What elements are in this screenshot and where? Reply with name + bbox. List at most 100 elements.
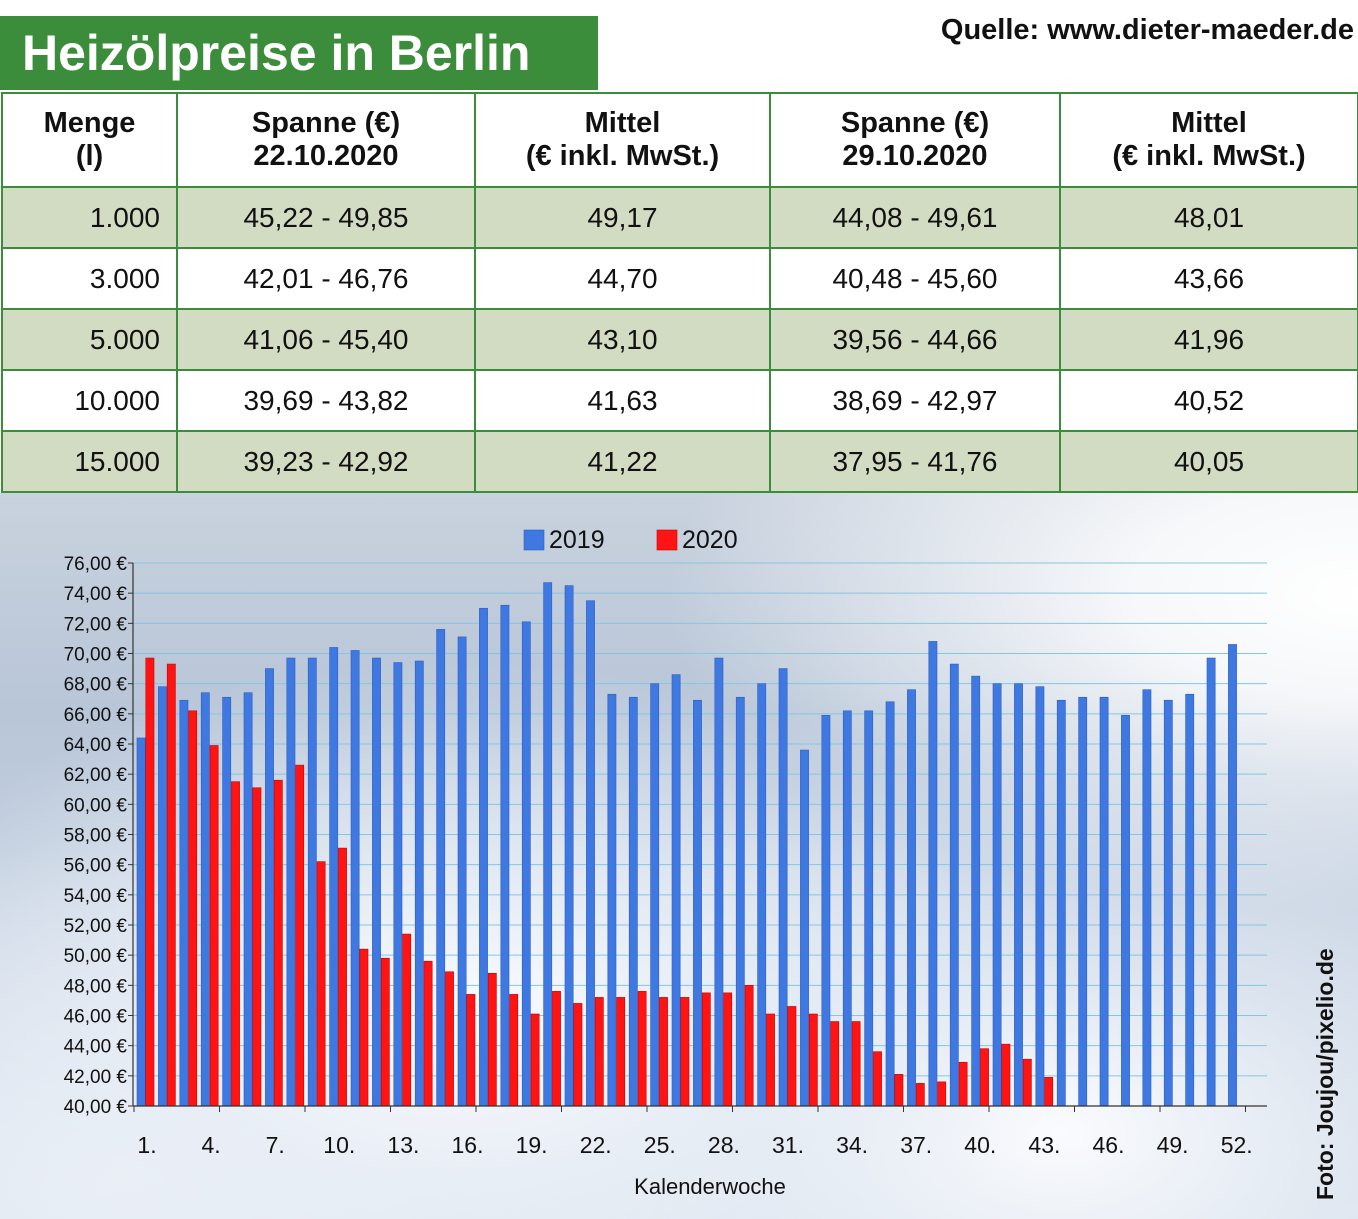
x-tick-label: 25. [644, 1132, 676, 1158]
bar-2020 [787, 1006, 797, 1107]
bar-2020 [808, 1013, 818, 1107]
y-tick-label: 48,00 € [64, 976, 128, 997]
y-tick-label: 66,00 € [64, 705, 128, 726]
y-tick-label: 44,00 € [64, 1037, 128, 1058]
x-tick-label: 46. [1093, 1132, 1125, 1158]
bar-2019 [222, 696, 232, 1107]
bar-2019 [1142, 689, 1152, 1107]
x-tick-label: 31. [772, 1132, 804, 1158]
bar-2019 [136, 737, 146, 1107]
bar-2020 [530, 1013, 540, 1107]
bar-2020 [1001, 1043, 1011, 1107]
y-tick-label: 42,00 € [64, 1067, 128, 1088]
bar-2020 [145, 657, 155, 1107]
bar-2020 [338, 847, 347, 1107]
cell-spanne-22: 45,22 - 49,85 [176, 186, 476, 249]
x-axis-title: Kalenderwoche [634, 1174, 786, 1199]
x-tick-label: 52. [1221, 1132, 1253, 1158]
bar-2020 [594, 997, 604, 1107]
y-tick-label: 76,00 € [64, 554, 128, 575]
bar-2020 [445, 971, 454, 1107]
bar-2019 [457, 636, 467, 1107]
x-tick-label: 19. [516, 1132, 548, 1158]
source-credit: Quelle: www.dieter-maeder.de [940, 14, 1354, 46]
bar-2020 [701, 992, 711, 1107]
bar-2020 [380, 957, 390, 1107]
x-tick-label: 43. [1028, 1132, 1060, 1158]
table-row: 5.000 41,06 - 45,40 43,10 39,56 - 44,66 … [1, 308, 1358, 371]
bar-2019 [1035, 686, 1045, 1107]
bar-2020 [937, 1081, 947, 1107]
table-row: 3.000 42,01 - 46,76 44,70 40,48 - 45,60 … [1, 247, 1358, 310]
x-tick-label: 37. [900, 1132, 932, 1158]
x-tick-label: 10. [323, 1132, 355, 1158]
x-tick-label: 34. [836, 1132, 868, 1158]
bar-2019 [1099, 696, 1109, 1107]
bar-2020 [231, 781, 240, 1107]
cell-menge: 15.000 [1, 430, 178, 493]
cell-mittel-22: 44,70 [474, 247, 771, 310]
y-tick-label: 40,00 € [64, 1097, 128, 1118]
bar-2020 [659, 997, 668, 1107]
y-tick-label: 60,00 € [64, 795, 128, 816]
legend-swatch-2019 [523, 529, 545, 551]
x-tick-label: 28. [708, 1132, 740, 1158]
bar-2020 [873, 1051, 882, 1107]
x-tick-label: 40. [964, 1132, 996, 1158]
header-line: (l) [75, 140, 104, 172]
bar-2019 [393, 662, 403, 1107]
chart-background: 40,00 € 42,00 € 44,00 € 46,00 € 48,00 € 50,00… [0, 493, 1358, 1219]
cell-mittel-22: 41,22 [474, 430, 771, 493]
bar-2019 [1163, 699, 1173, 1107]
header-line: Spanne (€) [840, 107, 990, 139]
bar-2019 [671, 674, 681, 1107]
legend-swatch-2020 [656, 529, 678, 551]
bar-2019 [992, 683, 1002, 1107]
table-row: 15.000 39,23 - 42,92 41,22 37,95 - 41,76… [1, 430, 1358, 493]
bar-2019 [821, 715, 831, 1107]
x-tick-label: 1. [137, 1132, 156, 1158]
bar-2019 [842, 710, 852, 1107]
bar-2019 [907, 689, 916, 1107]
table-header-row: Menge (l) Spanne (€) 22.10.2020 Mittel (€ i… [1, 92, 1358, 188]
x-tick-label: 16. [452, 1132, 484, 1158]
bar-2019 [650, 683, 660, 1107]
column-header-spanne-29: Spanne (€) 29.10.2020 [769, 92, 1061, 188]
bar-2020 [915, 1083, 925, 1107]
bar-2019 [971, 675, 981, 1107]
y-tick-label: 50,00 € [64, 946, 128, 967]
cell-spanne-29: 37,95 - 41,76 [769, 430, 1061, 493]
header-line: Mittel [584, 107, 661, 139]
bar-2020 [166, 663, 176, 1107]
header-line: Menge [43, 107, 136, 139]
bar-2019 [1056, 699, 1066, 1107]
bar-2020 [744, 985, 754, 1107]
bar-2019 [500, 604, 510, 1107]
bar-2019 [158, 686, 167, 1107]
bar-2019 [329, 647, 339, 1107]
bar-2019 [1078, 696, 1088, 1107]
bar-2019 [1121, 715, 1130, 1107]
column-header-spanne-22: Spanne (€) 22.10.2020 [176, 92, 476, 188]
bar-2020 [980, 1048, 989, 1107]
bar-2020 [487, 972, 497, 1107]
bar-2019 [286, 657, 296, 1107]
header-line: (€ inkl. MwSt.) [525, 140, 720, 172]
y-tick-label: 46,00 € [64, 1007, 128, 1028]
bar-2020 [1044, 1077, 1054, 1107]
page-title: Heizölpreise in Berlin [0, 16, 598, 90]
column-header-menge: Menge (l) [1, 92, 178, 188]
cell-mittel-29: 40,52 [1059, 369, 1358, 432]
y-tick-label: 72,00 € [64, 614, 128, 635]
bar-2019 [414, 660, 424, 1107]
bar-2019 [864, 710, 874, 1107]
bar-2020 [252, 787, 262, 1107]
header-line: 29.10.2020 [842, 140, 988, 172]
x-tick-label: 22. [580, 1132, 612, 1158]
cell-spanne-22: 39,69 - 43,82 [176, 369, 476, 432]
bar-2020 [359, 948, 369, 1107]
bar-2020 [958, 1061, 968, 1107]
y-tick-label: 54,00 € [64, 886, 128, 907]
y-tick-label: 64,00 € [64, 735, 128, 756]
bar-2020 [616, 997, 626, 1107]
